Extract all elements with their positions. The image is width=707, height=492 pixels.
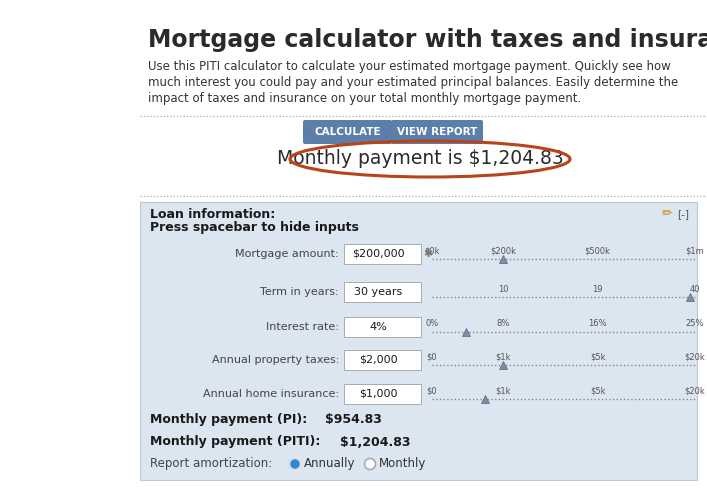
Text: 25%: 25% — [686, 319, 704, 329]
FancyBboxPatch shape — [344, 282, 421, 302]
Text: ✏: ✏ — [662, 208, 672, 220]
Text: [-]: [-] — [677, 209, 689, 219]
Text: $954.83: $954.83 — [325, 413, 382, 427]
Text: CALCULATE: CALCULATE — [314, 127, 381, 137]
Text: Monthly payment (PI):: Monthly payment (PI): — [150, 413, 308, 427]
Text: $500k: $500k — [585, 246, 611, 255]
Text: $2,000: $2,000 — [359, 355, 398, 365]
Text: 8%: 8% — [496, 319, 510, 329]
Text: Mortgage amount:: Mortgage amount: — [235, 249, 339, 259]
Text: ✱: ✱ — [423, 249, 433, 259]
Text: 30 years: 30 years — [354, 287, 402, 297]
Text: $1k: $1k — [496, 352, 510, 362]
Circle shape — [289, 459, 300, 469]
Text: VIEW REPORT: VIEW REPORT — [397, 127, 477, 137]
Text: Monthly payment (PITI):: Monthly payment (PITI): — [150, 435, 320, 449]
Text: $1k: $1k — [496, 387, 510, 396]
Text: Interest rate:: Interest rate: — [266, 322, 339, 332]
Text: Use this PITI calculator to calculate your estimated mortgage payment. Quickly s: Use this PITI calculator to calculate yo… — [148, 60, 671, 73]
Text: impact of taxes and insurance on your total monthly mortgage payment.: impact of taxes and insurance on your to… — [148, 92, 581, 105]
Text: Annual property taxes:: Annual property taxes: — [211, 355, 339, 365]
Text: $0: $0 — [427, 387, 438, 396]
Text: Loan information:: Loan information: — [150, 208, 275, 220]
Circle shape — [365, 459, 375, 469]
Text: $200,000: $200,000 — [352, 249, 405, 259]
Text: Report amortization:: Report amortization: — [150, 458, 272, 470]
Text: Mortgage calculator with taxes and insurance: Mortgage calculator with taxes and insur… — [148, 28, 707, 52]
FancyBboxPatch shape — [140, 202, 697, 480]
Text: $20k: $20k — [684, 352, 706, 362]
Text: 0%: 0% — [426, 319, 438, 329]
Text: $1,204.83: $1,204.83 — [340, 435, 411, 449]
FancyBboxPatch shape — [344, 317, 421, 337]
Text: $1,000: $1,000 — [359, 389, 398, 399]
Text: Annually: Annually — [304, 458, 356, 470]
Text: Term in years:: Term in years: — [260, 287, 339, 297]
FancyBboxPatch shape — [391, 120, 483, 144]
Text: 4%: 4% — [370, 322, 387, 332]
Text: much interest you could pay and your estimated principal balances. Easily determ: much interest you could pay and your est… — [148, 76, 678, 89]
Text: Monthly payment is $1,204.83: Monthly payment is $1,204.83 — [276, 149, 563, 167]
Text: Annual home insurance:: Annual home insurance: — [203, 389, 339, 399]
Text: $200k: $200k — [490, 246, 516, 255]
Circle shape — [291, 460, 299, 468]
Text: Press spacebar to hide inputs: Press spacebar to hide inputs — [150, 220, 359, 234]
FancyBboxPatch shape — [303, 120, 392, 144]
Text: 10: 10 — [498, 284, 508, 294]
Text: $5k: $5k — [590, 352, 605, 362]
Text: 16%: 16% — [588, 319, 607, 329]
Text: $5k: $5k — [590, 387, 605, 396]
Text: 40: 40 — [690, 284, 700, 294]
Text: Monthly: Monthly — [379, 458, 426, 470]
FancyBboxPatch shape — [344, 244, 421, 264]
FancyBboxPatch shape — [344, 384, 421, 404]
Text: $20k: $20k — [684, 387, 706, 396]
FancyBboxPatch shape — [344, 350, 421, 370]
Text: $0k: $0k — [424, 246, 440, 255]
Text: $0: $0 — [427, 352, 438, 362]
Text: $1m: $1m — [686, 246, 704, 255]
Text: 19: 19 — [592, 284, 603, 294]
